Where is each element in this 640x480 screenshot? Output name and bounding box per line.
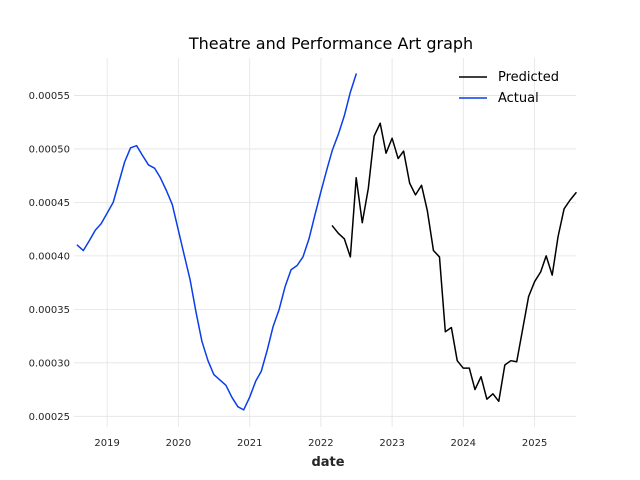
x-tick-label: 2024 <box>451 438 476 449</box>
x-tick-label: 2020 <box>166 438 191 449</box>
grid <box>74 58 576 427</box>
y-tick-label: 0.00040 <box>29 251 70 262</box>
legend: Predicted Actual <box>459 70 559 106</box>
x-tick-label: 2025 <box>522 438 547 449</box>
y-tick-label: 0.00030 <box>29 358 70 369</box>
x-tick-label: 2022 <box>308 438 333 449</box>
series-layer <box>76 73 577 411</box>
tick-labels: 2019 2020 2021 2022 2023 2024 2025 0.00025 0.000… <box>29 91 548 449</box>
y-tick-label: 0.00055 <box>29 91 70 102</box>
series-line-actual <box>76 73 357 411</box>
legend-actual-label: Actual <box>498 91 539 106</box>
legend-predicted-label: Predicted <box>498 70 559 85</box>
y-tick-label: 0.00050 <box>29 144 70 155</box>
y-tick-label: 0.00045 <box>29 198 70 209</box>
x-tick-label: 2019 <box>94 438 119 449</box>
series-line-predicted <box>331 122 577 403</box>
x-tick-label: 2023 <box>379 438 404 449</box>
y-tick-label: 0.00025 <box>29 412 70 423</box>
x-axis-label: date <box>311 455 344 470</box>
y-tick-label: 0.00035 <box>29 305 70 316</box>
chart-title: Theatre and Performance Art graph <box>188 34 473 53</box>
x-tick-label: 2021 <box>237 438 262 449</box>
